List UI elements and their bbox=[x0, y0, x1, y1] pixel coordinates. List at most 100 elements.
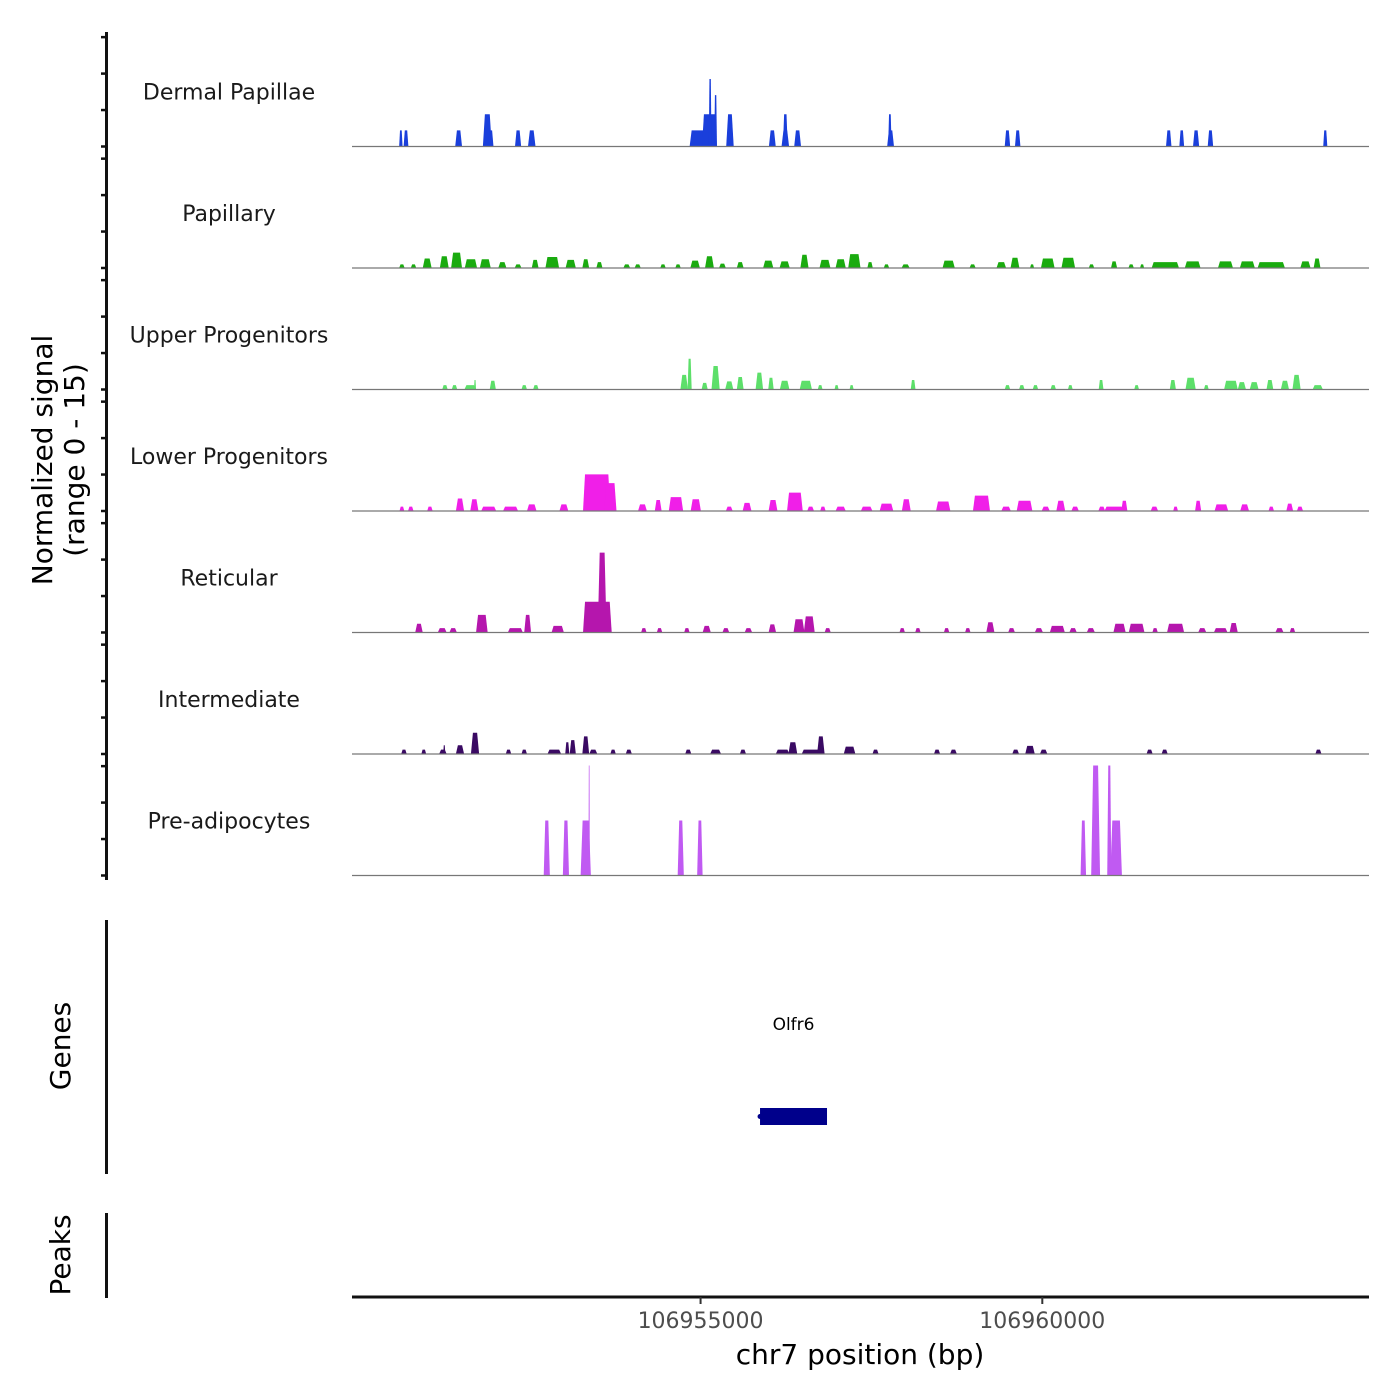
signal-peak bbox=[887, 130, 894, 147]
signal-peak bbox=[950, 749, 957, 754]
track-label: Reticular bbox=[180, 567, 278, 592]
track-label: Intermediate bbox=[158, 688, 300, 713]
signal-peak bbox=[1050, 385, 1056, 390]
signal-peak bbox=[638, 504, 647, 511]
signal-peak bbox=[1091, 765, 1101, 876]
signal-peak bbox=[1224, 380, 1238, 390]
signal-peak bbox=[470, 499, 479, 511]
signal-peak bbox=[1010, 257, 1020, 268]
signal-peak bbox=[1032, 385, 1039, 390]
signal-peak bbox=[1140, 264, 1145, 268]
signal-peak bbox=[582, 259, 590, 268]
signal-peak bbox=[799, 380, 812, 390]
signal-peak bbox=[1128, 264, 1134, 268]
signal-y-axis-ticks bbox=[101, 35, 106, 877]
signal-peak bbox=[1173, 506, 1178, 511]
x-axis-title: chr7 position (bp) bbox=[736, 1338, 985, 1371]
signal-peak bbox=[817, 385, 823, 390]
signal-peak bbox=[775, 749, 790, 754]
signal-peak bbox=[451, 252, 463, 268]
signal-peak bbox=[1080, 820, 1087, 876]
signal-peak bbox=[543, 820, 550, 876]
signal-peak bbox=[1016, 500, 1033, 511]
signal-peak bbox=[1266, 379, 1274, 390]
signal-peak bbox=[1134, 385, 1140, 390]
signal-peak bbox=[835, 506, 846, 511]
signal-peak bbox=[690, 260, 700, 268]
signal-peak bbox=[1207, 130, 1214, 147]
signal-peak bbox=[551, 625, 564, 633]
signal-peak bbox=[582, 736, 590, 754]
signal-peak bbox=[1323, 130, 1328, 147]
signal-peak bbox=[464, 385, 477, 390]
signal-peak bbox=[589, 749, 598, 754]
signal-peak bbox=[1004, 385, 1011, 390]
signal-peak bbox=[1069, 628, 1077, 633]
signal-peak bbox=[1019, 385, 1025, 390]
signal-peak bbox=[701, 382, 708, 390]
signal-peak bbox=[824, 628, 831, 633]
signal-peak bbox=[742, 502, 752, 511]
signal-peak bbox=[965, 628, 971, 633]
signal-peak bbox=[1315, 749, 1322, 754]
signal-peak bbox=[969, 264, 976, 268]
signal-peak bbox=[489, 380, 496, 390]
signal-peak bbox=[835, 259, 846, 268]
signal-peak bbox=[722, 628, 730, 633]
signal-peak bbox=[867, 262, 873, 268]
signal-peak bbox=[401, 749, 407, 754]
signal-peak bbox=[1240, 504, 1250, 511]
signal-peak bbox=[768, 377, 774, 390]
signal-peak bbox=[915, 628, 921, 633]
signal-peak bbox=[1040, 258, 1055, 268]
signal-peak bbox=[711, 366, 720, 390]
signal-peak bbox=[901, 499, 911, 511]
signal-peak bbox=[933, 749, 941, 754]
signal-peak bbox=[660, 264, 666, 268]
signal-peak bbox=[479, 259, 491, 268]
signal-peak bbox=[521, 385, 527, 390]
signal-peak bbox=[719, 263, 726, 268]
signal-peak bbox=[1296, 506, 1304, 511]
signal-peak bbox=[708, 79, 712, 147]
track-label: Lower Progenitors bbox=[130, 445, 328, 470]
signal-peak bbox=[736, 377, 744, 390]
signal-peak bbox=[439, 749, 447, 754]
signal-peak bbox=[1049, 625, 1065, 633]
signal-peak bbox=[410, 264, 417, 268]
signal-peak bbox=[848, 254, 861, 268]
signal-peak bbox=[656, 628, 663, 633]
signal-peak bbox=[1198, 628, 1207, 633]
y-axis-title: Normalized signal (range 0 - 15) bbox=[26, 335, 91, 586]
signal-peak bbox=[1110, 261, 1118, 268]
signal-peak bbox=[533, 385, 539, 390]
signal-peak bbox=[1067, 385, 1073, 390]
signal-peak bbox=[473, 379, 477, 390]
signal-peak bbox=[1071, 506, 1079, 511]
signal-peak bbox=[1161, 749, 1168, 754]
signal-peak bbox=[901, 264, 910, 268]
signal-peak bbox=[1110, 820, 1122, 876]
signal-peak bbox=[1203, 385, 1209, 390]
signal-peak bbox=[1229, 622, 1238, 633]
signal-peak bbox=[527, 130, 536, 147]
signal-peak bbox=[768, 130, 776, 147]
signal-peak bbox=[443, 745, 446, 754]
signal-peak bbox=[819, 259, 831, 268]
genes-track: Olfr6 bbox=[757, 1015, 828, 1125]
signal-peak bbox=[779, 261, 790, 268]
signal-peak bbox=[1025, 745, 1035, 754]
signal-peak bbox=[794, 130, 802, 147]
signal-peak bbox=[942, 260, 955, 268]
signal-peak bbox=[562, 820, 570, 876]
signal-peak bbox=[972, 495, 991, 511]
signal-peak bbox=[451, 385, 458, 390]
signal-peak bbox=[1104, 506, 1124, 511]
signal-peak bbox=[685, 749, 692, 754]
signal-peak bbox=[488, 130, 494, 147]
signal-peak bbox=[1039, 749, 1048, 754]
signal-peak bbox=[1061, 257, 1076, 268]
genes-track-label-group: Genes bbox=[44, 1002, 77, 1090]
signal-peak bbox=[1195, 500, 1202, 511]
